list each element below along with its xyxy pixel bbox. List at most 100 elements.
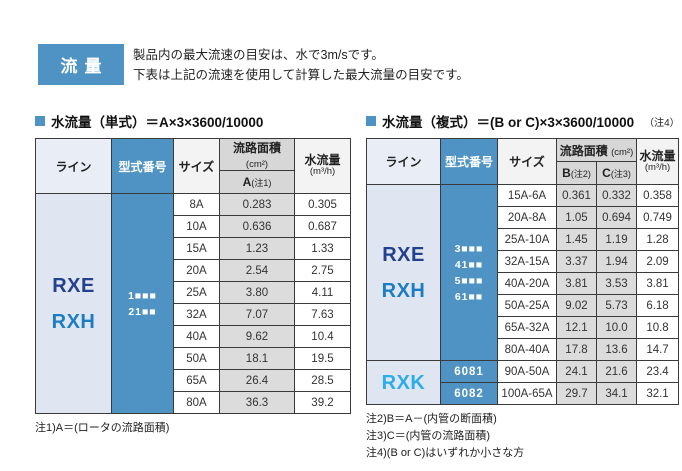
- flow-cell: 1.28: [636, 228, 680, 251]
- title-square-icon: [35, 116, 45, 126]
- flow-cell: 14.7: [636, 338, 680, 361]
- table-row: 50A-25A 9.02 5.73 6.18: [367, 294, 680, 317]
- size-cell: 65A-32A: [497, 316, 557, 339]
- table-row: RXE RXH 3■■■ 41■■ 5■■■ 61■■ 15A-6A 0.361…: [366, 184, 680, 361]
- area-b-cell: 1.05: [556, 206, 597, 229]
- section-badge-flow-rate: 流量: [38, 44, 124, 85]
- flow-cell: 0.305: [294, 193, 351, 216]
- area-b-cell: 24.1: [556, 360, 597, 383]
- area-label: 流路面積: [232, 141, 281, 155]
- flow-cell: 39.2: [294, 391, 351, 414]
- table-row: 50A 18.1 19.5: [36, 347, 351, 370]
- size-cell: 40A: [173, 325, 220, 348]
- footnote-3: 注3)C＝(内管の流路面積): [366, 430, 491, 442]
- size-cell: 80A-40A: [497, 338, 557, 361]
- size-cell: 90A-50A: [497, 360, 557, 383]
- area-a-cell: 26.4: [219, 369, 295, 392]
- table-row: 65A-32A 12.1 10.0 10.8: [367, 316, 680, 339]
- single-flow-table-block: 水流量（単式）＝A×3×3600/10000 ライン 型式番号 サイズ 流路面積…: [35, 112, 351, 437]
- sub-b-note: (注2): [570, 169, 591, 179]
- model-label: 41■■: [454, 258, 484, 271]
- table-row: RXK 6081 90A-50A 24.1 21.6 23.4: [366, 360, 680, 405]
- area-unit: (cm²): [611, 146, 634, 158]
- dual-flow-table: ライン 型式番号 サイズ 流路面積 (cm²) 水流量 (m³/h) B(注2)…: [366, 138, 680, 405]
- description-line-2: 下表は上記の流速を使用して計算した最大流量の目安です。: [133, 68, 469, 82]
- flow-cell: 4.11: [294, 281, 351, 304]
- model-label: 1■■■: [128, 289, 157, 302]
- model-label: 3■■■: [454, 242, 484, 255]
- flow-cell: 28.5: [294, 369, 351, 392]
- title-square-icon: [366, 116, 376, 126]
- model-cell: 1■■■ 21■■: [111, 193, 174, 414]
- area-c-cell: 3.53: [595, 272, 638, 295]
- area-a-cell: 0.283: [219, 193, 295, 216]
- size-cell: 8A: [173, 193, 220, 216]
- model-label: 61■■: [454, 290, 484, 303]
- size-cell: 40A-20A: [497, 272, 557, 295]
- single-table-footnote: 注1)A＝(ロータの流路面積): [35, 420, 350, 437]
- col-header-size: サイズ: [173, 138, 220, 194]
- flow-cell: 19.5: [294, 347, 351, 370]
- footnote-4: 注4)(B or C)はいずれか小さな方: [366, 447, 525, 459]
- col-header-line: ライン: [366, 138, 441, 185]
- size-cell: 15A-6A: [497, 184, 557, 207]
- size-cell: 100A-65A: [497, 382, 557, 405]
- size-cell: 25A: [173, 281, 220, 304]
- area-a-cell: 0.636: [219, 215, 295, 238]
- area-a-cell: 9.62: [219, 325, 295, 348]
- size-cell: 65A: [173, 369, 220, 392]
- table-row: 15A 1.23 1.33: [36, 237, 351, 260]
- sub-c-label: C: [602, 166, 611, 180]
- flow-cell: 6.18: [636, 294, 680, 317]
- model-cell: 6081: [440, 360, 498, 383]
- area-a-cell: 36.3: [219, 391, 295, 414]
- col-header-flow: 水流量 (m³/h): [294, 138, 351, 194]
- size-cell: 32A-15A: [497, 250, 557, 273]
- model-label: 21■■: [128, 305, 157, 318]
- single-table-title: 水流量（単式）＝A×3×3600/10000: [35, 112, 350, 130]
- col-subheader-a: A(注1): [219, 170, 295, 194]
- area-b-cell: 17.8: [556, 338, 597, 361]
- sub-a-label: A: [242, 175, 252, 189]
- size-cell: 15A: [173, 237, 220, 260]
- col-header-size: サイズ: [497, 138, 557, 185]
- size-cell: 32A: [173, 303, 220, 326]
- size-cell: 25A-10A: [497, 228, 557, 251]
- area-b-cell: 9.02: [556, 294, 597, 317]
- col-header-line: ライン: [35, 138, 112, 194]
- flow-unit: (m³/h): [309, 166, 336, 177]
- single-flow-table: ライン 型式番号 サイズ 流路面積 (cm²) 水流量 (m³/h) A(注1): [35, 138, 351, 414]
- flow-cell: 10.8: [636, 316, 680, 339]
- col-subheader-c: C(注3): [595, 161, 638, 185]
- line-label-rxh: RXH: [51, 310, 96, 333]
- area-b-cell: 29.7: [556, 382, 597, 405]
- size-cell: 50A: [173, 347, 220, 370]
- flow-cell: 23.4: [636, 360, 680, 383]
- footnote-2: 注2)B＝A－(内管の断面積): [366, 413, 497, 425]
- dual-flow-table-block: 水流量（複式）＝(B or C)×3×3600/10000 （注4） ライン 型…: [366, 112, 680, 462]
- flow-cell: 0.687: [294, 215, 351, 238]
- line-cell: RXE RXH: [366, 184, 441, 361]
- size-cell: 10A: [173, 215, 220, 238]
- area-c-cell: 34.1: [595, 382, 638, 405]
- area-b-cell: 1.45: [556, 228, 597, 251]
- sub-c-note: (注3): [610, 169, 631, 179]
- dual-table-footnotes: 注2)B＝A－(内管の断面積) 注3)C＝(内管の流路面積) 注4)(B or …: [366, 411, 678, 462]
- area-c-cell: 5.73: [595, 294, 638, 317]
- area-a-cell: 1.23: [219, 237, 295, 260]
- flow-cell: 10.4: [294, 325, 351, 348]
- dual-table-title: 水流量（複式）＝(B or C)×3×3600/10000 （注4）: [366, 112, 680, 130]
- area-a-cell: 18.1: [219, 347, 295, 370]
- table-row: 80A-40A 17.8 13.6 14.7: [367, 338, 680, 361]
- area-b-cell: 3.81: [556, 272, 597, 295]
- table-row: 25A-10A 1.45 1.19 1.28: [367, 228, 680, 251]
- description-line-1: 製品内の最大流速の目安は、水で3m/sです。: [133, 48, 384, 62]
- line-label-rxe: RXE: [52, 274, 95, 297]
- size-cell: 20A-8A: [497, 206, 557, 229]
- line-cell: RXE RXH: [35, 193, 112, 414]
- area-c-cell: 1.19: [595, 228, 638, 251]
- flow-unit: (m³/h): [644, 161, 671, 173]
- flow-cell: 32.1: [636, 382, 680, 405]
- flow-cell: 0.749: [636, 206, 680, 229]
- dual-table-title-note: （注4）: [644, 117, 680, 129]
